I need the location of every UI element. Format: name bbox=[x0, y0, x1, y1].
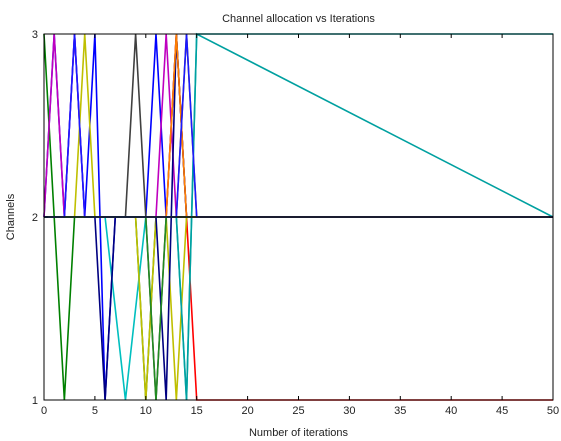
x-tick-label-15: 15 bbox=[191, 405, 203, 417]
x-tick-label-0: 0 bbox=[41, 405, 47, 417]
x-tick-label-25: 25 bbox=[292, 405, 304, 417]
x-tick-label-35: 35 bbox=[394, 405, 406, 417]
series-layer bbox=[43, 32, 554, 401]
x-tick-label-45: 45 bbox=[496, 405, 508, 417]
y-axis-label: Channels bbox=[5, 193, 17, 240]
y-tick-label-3: 3 bbox=[32, 29, 38, 41]
x-tick-label-5: 5 bbox=[92, 405, 98, 417]
x-tick-label-20: 20 bbox=[241, 405, 253, 417]
x-tick-label-10: 10 bbox=[140, 405, 152, 417]
x-tick-label-40: 40 bbox=[445, 405, 457, 417]
x-tick-label-30: 30 bbox=[343, 405, 355, 417]
chart-title: Channel allocation vs Iterations bbox=[222, 13, 375, 25]
x-axis-label: Number of iterations bbox=[249, 427, 349, 439]
ticks-layer: 0 5 10 15 20 25 30 35 40 45 50 1 2 3 bbox=[32, 29, 559, 417]
x-tick-label-50: 50 bbox=[547, 405, 559, 417]
y-tick-label-1: 1 bbox=[32, 395, 38, 407]
y-tick-label-2: 2 bbox=[32, 212, 38, 224]
